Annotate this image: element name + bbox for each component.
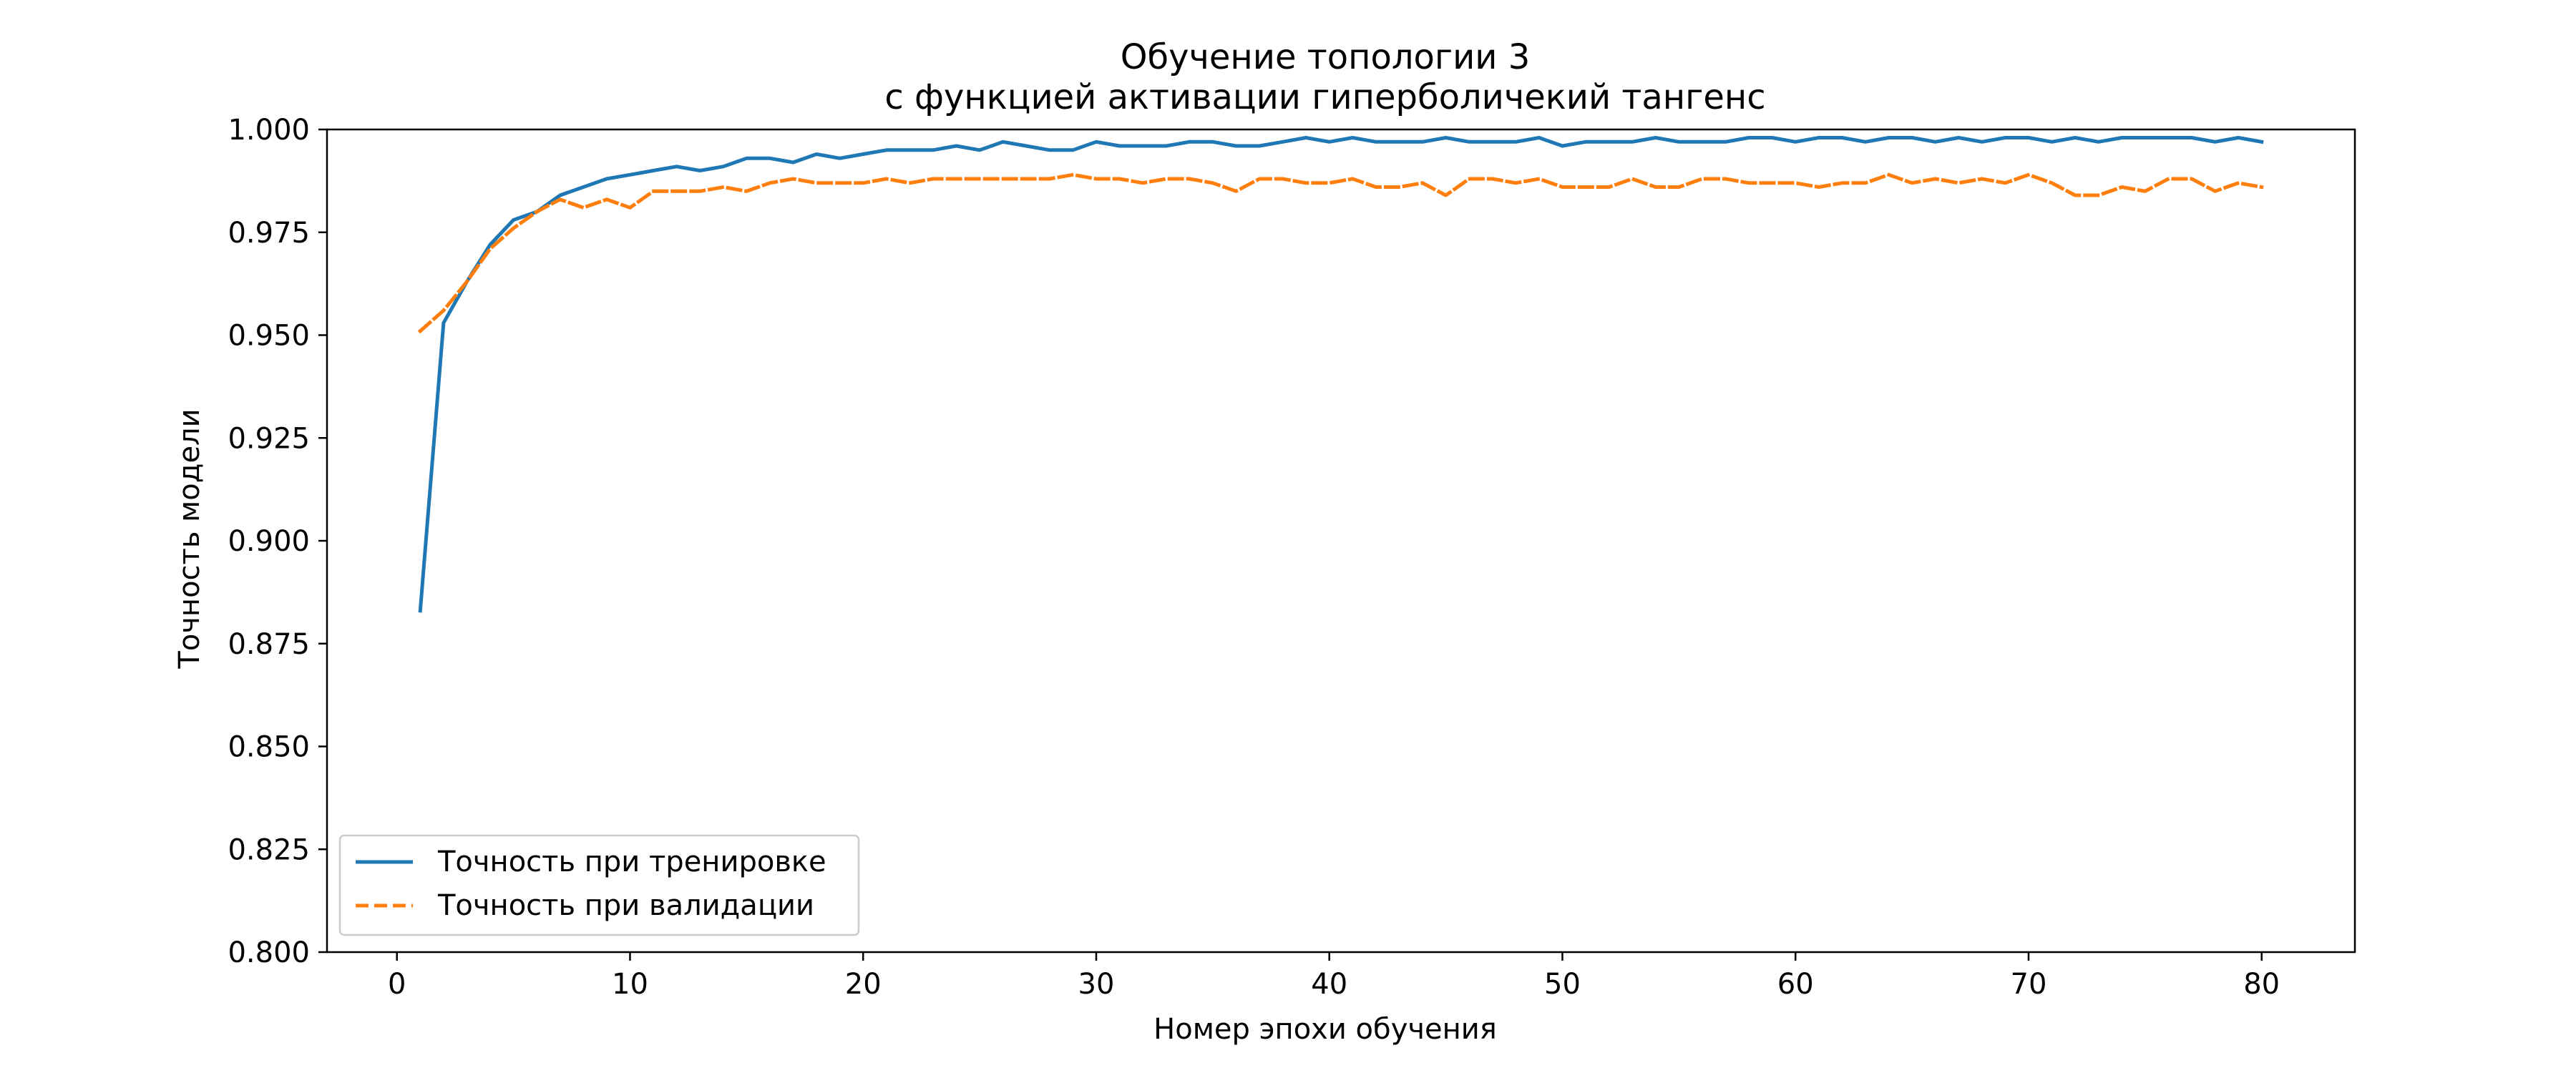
- y-tick-label: 0.950: [228, 320, 310, 353]
- x-axis: 0 10 20 30 40 50 60 70 80: [388, 952, 2280, 1001]
- y-tick-label: 0.975: [228, 217, 310, 250]
- legend-box: [338, 834, 860, 936]
- y-tick-label: 0.825: [228, 833, 310, 866]
- y-tick-label: 0.875: [228, 628, 310, 661]
- y-tick-label: 0.850: [228, 731, 310, 764]
- x-tick-label: 50: [1544, 968, 1581, 1001]
- x-tick-label: 70: [2011, 968, 2047, 1001]
- y-axis-label: Точность модели: [173, 408, 206, 669]
- x-tick-label: 0: [388, 968, 406, 1001]
- y-axis: 0.800 0.825 0.850 0.875 0.900 0.925 0.950 0.975…: [228, 114, 327, 969]
- legend-label-validation: Точность при валидации: [437, 889, 814, 922]
- x-tick-label: 10: [612, 968, 648, 1001]
- y-tick-label: 0.800: [228, 936, 310, 969]
- x-tick-label: 60: [1777, 968, 1814, 1001]
- chart-title: Обучение топологии 3: [1121, 37, 1531, 77]
- x-tick-label: 30: [1078, 968, 1115, 1001]
- chart-subtitle: с функцией активации гиперболичекий танг…: [884, 77, 1765, 117]
- series-layer: [417, 136, 2264, 613]
- series-line-validation: [417, 172, 2264, 334]
- x-tick-label: 40: [1311, 968, 1347, 1001]
- y-tick-label: 0.925: [228, 422, 310, 455]
- y-tick-label: 1.000: [228, 114, 310, 147]
- legend-label-train: Точность при тренировке: [437, 846, 826, 878]
- legend: Точность при тренировке Точность при вал…: [338, 834, 860, 936]
- series-line-train: [418, 136, 2264, 613]
- x-tick-label: 80: [2243, 968, 2280, 1001]
- x-axis-label: Номер эпохи обучения: [1153, 1013, 1497, 1046]
- y-tick-label: 0.900: [228, 525, 310, 558]
- x-tick-label: 20: [845, 968, 882, 1001]
